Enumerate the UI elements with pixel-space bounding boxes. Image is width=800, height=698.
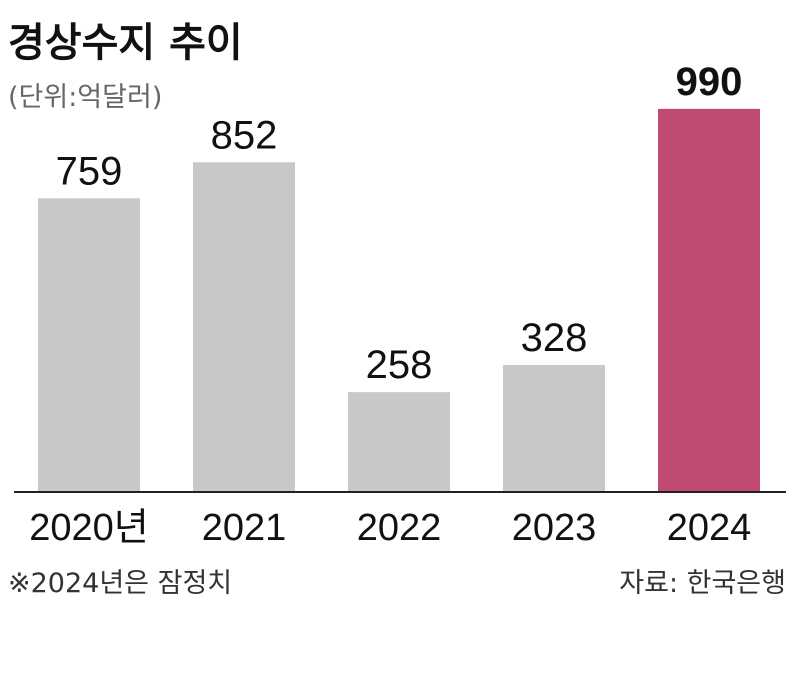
source-label: 자료: 한국은행	[619, 568, 786, 599]
plot-area: 759 2020년 852 2021 258 2022 328 2023 990 2024	[29, 60, 760, 549]
value-label-3: 328	[521, 316, 588, 360]
bar-2	[348, 392, 450, 492]
x-tick-label-2: 2022	[357, 507, 442, 549]
bar-4	[658, 108, 760, 493]
chart-title: 경상수지 추이	[8, 20, 243, 66]
bar-0	[38, 198, 140, 492]
x-tick-label-4: 2024	[667, 507, 752, 549]
bar-1	[193, 162, 295, 492]
value-label-4: 990	[676, 60, 743, 104]
unit-label: (단위:억달러)	[8, 82, 162, 113]
bar-3	[503, 365, 605, 492]
value-label-2: 258	[366, 343, 433, 387]
footnote: ※2024년은 잠정치	[8, 568, 232, 599]
x-tick-label-3: 2023	[512, 507, 597, 549]
value-label-0: 759	[56, 149, 123, 193]
x-tick-label-1: 2021	[202, 507, 287, 549]
value-label-1: 852	[211, 113, 278, 157]
x-tick-label-0: 2020년	[29, 507, 149, 549]
